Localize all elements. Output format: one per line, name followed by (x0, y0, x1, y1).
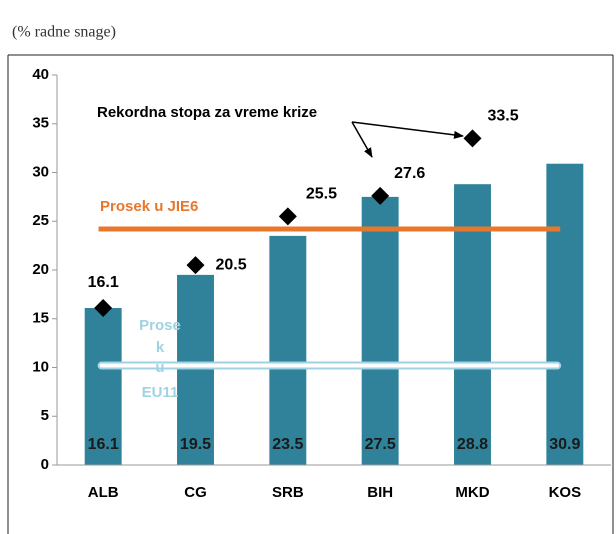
record-label: 25.5 (306, 186, 337, 203)
y-tick-label: 30 (32, 163, 49, 180)
x-tick-label: SRB (272, 484, 304, 501)
x-tick-label: BIH (367, 484, 393, 501)
record-marker (186, 256, 205, 275)
bar (84, 308, 122, 465)
reference-label: k (156, 339, 165, 356)
bar (546, 163, 584, 465)
y-tick-label: 0 (41, 456, 49, 473)
reference-label: Prose (139, 317, 181, 334)
annotation: Rekordna stopa za vreme krize (97, 104, 317, 121)
bar-value-label: 30.9 (549, 436, 580, 453)
record-marker (463, 129, 482, 148)
bar (361, 196, 399, 465)
reference-line (97, 361, 562, 370)
annotation-arrow (351, 121, 373, 158)
x-tick-label: CG (184, 484, 207, 501)
y-tick-label: 25 (32, 212, 49, 229)
record-marker (94, 299, 113, 318)
x-tick-label: ALB (88, 484, 119, 501)
record-label: 33.5 (488, 108, 519, 125)
bar (177, 274, 214, 465)
bar (454, 184, 491, 465)
bar-value-label: 19.5 (180, 436, 211, 453)
x-tick-label: KOS (549, 484, 582, 501)
y-tick-label: 20 (32, 261, 49, 278)
bar (269, 235, 307, 465)
x-tick-label: MKD (455, 484, 489, 501)
record-label: 20.5 (216, 256, 247, 273)
record-marker (371, 186, 390, 205)
y-tick-label: 5 (41, 407, 49, 424)
y-tick-label: 10 (32, 358, 49, 375)
y-tick-label: 35 (32, 115, 49, 132)
record-marker (278, 207, 297, 226)
record-label: 16.1 (88, 274, 119, 291)
y-tick-label: 40 (32, 66, 49, 83)
annotation-arrow (351, 121, 464, 139)
bar-value-label: 27.5 (365, 436, 396, 453)
reference-label: Prosek u JIE6 (100, 198, 198, 215)
reference-label: EU11 (142, 384, 179, 401)
y-tick-label: 15 (32, 310, 49, 327)
record-label: 27.6 (394, 165, 425, 182)
bar-value-label: 23.5 (272, 436, 303, 453)
bar-value-label: 16.1 (88, 436, 119, 453)
reference-label: u (155, 359, 164, 376)
bar-value-label: 28.8 (457, 436, 488, 453)
chart-subtitle: (% radne snage) (12, 24, 116, 41)
